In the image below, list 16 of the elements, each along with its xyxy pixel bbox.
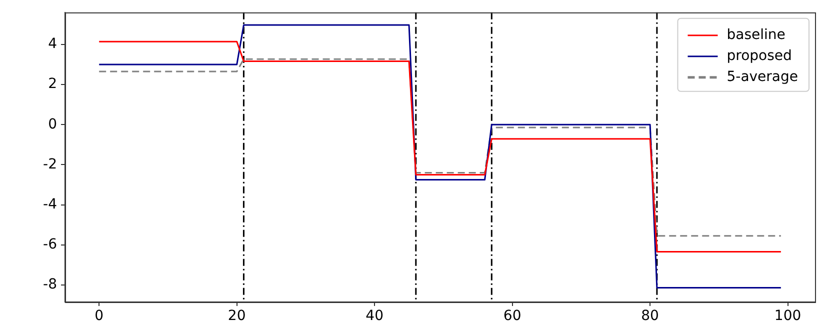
- x-tick-label: 80: [641, 308, 659, 324]
- y-tick-label: -6: [43, 236, 58, 253]
- y-tick-label: 2: [48, 76, 57, 92]
- legend-label: 5-average: [726, 69, 798, 86]
- y-tick-label: -4: [43, 196, 58, 212]
- legend-label: baseline: [726, 27, 786, 44]
- x-tick-label: 100: [774, 308, 802, 324]
- x-tick-label: 60: [503, 308, 522, 324]
- y-tick-label: -8: [43, 276, 57, 293]
- y-tick-label: -2: [43, 156, 57, 172]
- x-tick-label: 40: [366, 308, 384, 324]
- x-tick-label: 20: [228, 308, 246, 324]
- x-tick-label: 0: [94, 308, 104, 324]
- legend-label: proposed: [726, 48, 792, 64]
- y-tick-label: 4: [48, 36, 58, 52]
- y-tick-label: 0: [48, 116, 57, 132]
